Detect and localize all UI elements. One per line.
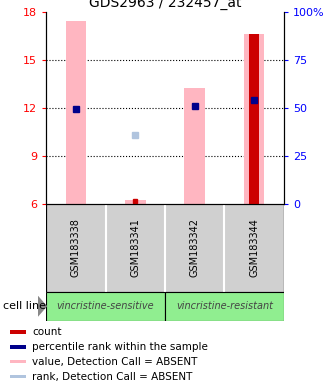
Bar [10, 375, 26, 378]
Text: vincristine-resistant: vincristine-resistant [176, 301, 273, 311]
Text: rank, Detection Call = ABSENT: rank, Detection Call = ABSENT [32, 372, 192, 382]
Bar [184, 88, 205, 204]
Bar [65, 21, 86, 204]
Polygon shape [38, 296, 47, 317]
Bar [125, 200, 146, 204]
Text: count: count [32, 327, 61, 337]
Text: GSM183342: GSM183342 [190, 218, 200, 277]
Text: vincristine-sensitive: vincristine-sensitive [57, 301, 154, 311]
Text: GSM183341: GSM183341 [130, 218, 140, 277]
Text: percentile rank within the sample: percentile rank within the sample [32, 342, 208, 352]
Bar [10, 331, 26, 334]
Text: GSM183338: GSM183338 [71, 218, 81, 277]
Text: GSM183344: GSM183344 [249, 218, 259, 277]
Bar [46, 292, 165, 321]
Bar [10, 360, 26, 364]
Title: GDS2963 / 232457_at: GDS2963 / 232457_at [89, 0, 241, 10]
Text: value, Detection Call = ABSENT: value, Detection Call = ABSENT [32, 357, 197, 367]
Bar [10, 345, 26, 349]
Bar [244, 34, 265, 204]
Bar [165, 292, 284, 321]
Bar [249, 34, 259, 204]
Text: cell line: cell line [3, 301, 46, 311]
